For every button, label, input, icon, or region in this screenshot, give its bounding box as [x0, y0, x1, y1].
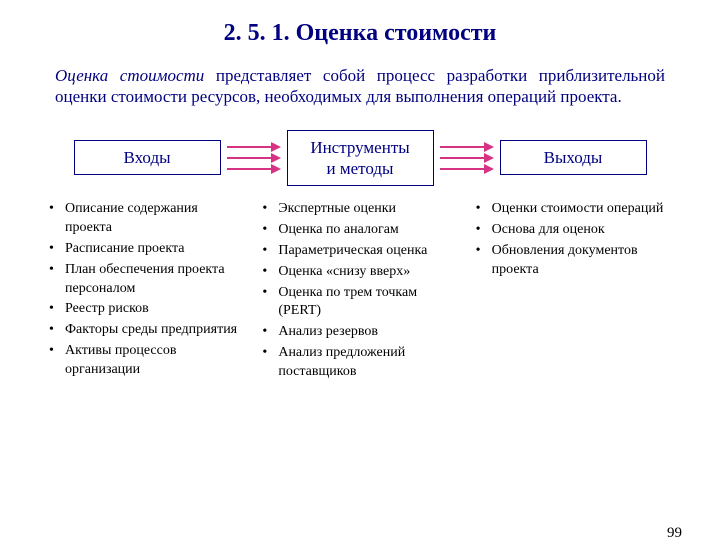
arrow-icon	[440, 143, 494, 151]
arrow-icon	[227, 165, 281, 173]
col-outputs: Оценки стоимости операций Основа для оце…	[472, 200, 675, 384]
list-item: Основа для оценок	[472, 221, 675, 240]
list-item: Активы процессов организации	[45, 342, 248, 380]
list-item: Оценка по трем точкам (PERT)	[258, 284, 461, 322]
intro-lead: Оценка стоимости	[55, 66, 204, 85]
list-item: Описание содержания проекта	[45, 200, 248, 238]
columns-row: Описание содержания проекта Расписание п…	[0, 200, 720, 384]
list-item: Оценки стоимости операций	[472, 200, 675, 219]
col-tools: Экспертные оценки Оценка по аналогам Пар…	[258, 200, 461, 384]
col-inputs: Описание содержания проекта Расписание п…	[45, 200, 248, 384]
list-item: Анализ предложений поставщиков	[258, 344, 461, 382]
page-number: 99	[667, 525, 682, 542]
list-item: Параметрическая оценка	[258, 242, 461, 261]
arrow-icon	[440, 154, 494, 162]
list-item: Реестр рисков	[45, 300, 248, 319]
arrow-icon	[440, 165, 494, 173]
list-item: Анализ резервов	[258, 323, 461, 342]
page-title: 2. 5. 1. Оценка стоимости	[0, 20, 720, 47]
list-item: Обновления документов проекта	[472, 242, 675, 280]
list-item: Оценка по аналогам	[258, 221, 461, 240]
box-inputs: Входы	[74, 140, 221, 175]
arrow-set-2	[440, 143, 494, 173]
list-item: План обеспечения проекта персоналом	[45, 261, 248, 299]
box-outputs: Выходы	[500, 140, 647, 175]
intro-paragraph: Оценка стоимости представляет собой проц…	[55, 65, 665, 108]
list-item: Факторы среды предприятия	[45, 321, 248, 340]
arrow-set-1	[227, 143, 281, 173]
list-item: Экспертные оценки	[258, 200, 461, 219]
box-tools: Инструментыи методы	[287, 130, 434, 187]
arrow-icon	[227, 154, 281, 162]
list-item: Расписание проекта	[45, 240, 248, 259]
list-item: Оценка «снизу вверх»	[258, 263, 461, 282]
arrow-icon	[227, 143, 281, 151]
flow-row: Входы Инструментыи методы Выходы	[0, 130, 720, 187]
